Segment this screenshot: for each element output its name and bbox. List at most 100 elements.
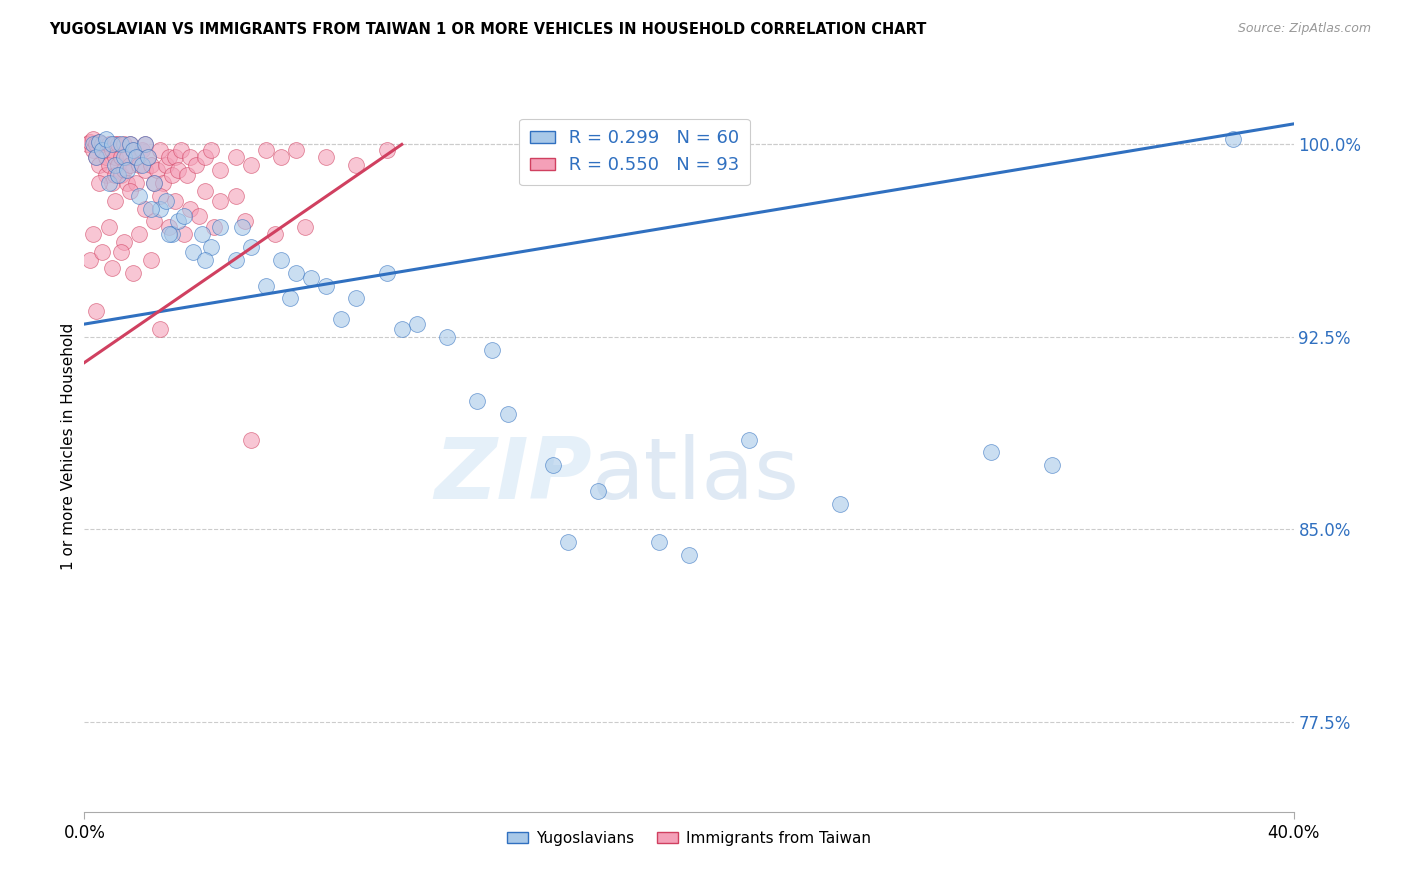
- Text: atlas: atlas: [592, 434, 800, 516]
- Point: [134, 137, 156, 152]
- Point: [118, 137, 141, 152]
- Point: [131, 143, 153, 157]
- Point: [110, 245, 132, 260]
- Point: [97, 137, 120, 152]
- Point: [139, 202, 162, 216]
- Point: [481, 343, 503, 357]
- Point: [142, 214, 165, 228]
- Point: [118, 158, 141, 172]
- Point: [112, 137, 135, 152]
- Point: [254, 278, 277, 293]
- Point: [112, 235, 135, 249]
- Point: [110, 150, 132, 164]
- Point: [167, 163, 190, 178]
- Point: [89, 135, 111, 149]
- Point: [100, 260, 122, 275]
- Legend: Yugoslavians, Immigrants from Taiwan: Yugoslavians, Immigrants from Taiwan: [501, 824, 877, 852]
- Point: [263, 227, 285, 242]
- Point: [121, 266, 143, 280]
- Point: [115, 176, 138, 190]
- Point: [91, 137, 114, 152]
- Point: [346, 158, 368, 172]
- Point: [86, 304, 108, 318]
- Point: [179, 202, 201, 216]
- Point: [239, 158, 262, 172]
- Point: [107, 137, 129, 152]
- Point: [176, 168, 198, 182]
- Point: [149, 188, 172, 202]
- Point: [209, 163, 232, 178]
- Point: [104, 194, 127, 208]
- Point: [239, 433, 262, 447]
- Point: [112, 150, 135, 164]
- Point: [496, 407, 519, 421]
- Point: [131, 158, 153, 172]
- Point: [128, 227, 150, 242]
- Point: [588, 483, 610, 498]
- Point: [97, 176, 120, 190]
- Point: [375, 143, 398, 157]
- Point: [155, 158, 177, 172]
- Point: [104, 168, 127, 182]
- Point: [194, 150, 217, 164]
- Point: [82, 137, 104, 152]
- Point: [980, 445, 1002, 459]
- Point: [165, 150, 187, 164]
- Point: [149, 143, 172, 157]
- Point: [89, 135, 111, 149]
- Point: [97, 158, 120, 172]
- Point: [191, 227, 214, 242]
- Point: [125, 150, 148, 164]
- Point: [112, 163, 135, 178]
- Point: [125, 150, 148, 164]
- Point: [294, 219, 316, 234]
- Point: [200, 143, 222, 157]
- Point: [436, 330, 458, 344]
- Point: [1222, 132, 1244, 146]
- Point: [86, 150, 108, 164]
- Point: [391, 322, 413, 336]
- Point: [315, 150, 337, 164]
- Point: [678, 548, 700, 562]
- Point: [285, 143, 308, 157]
- Point: [155, 194, 177, 208]
- Point: [541, 458, 564, 473]
- Point: [128, 158, 150, 172]
- Point: [179, 150, 201, 164]
- Point: [94, 150, 117, 164]
- Point: [173, 227, 195, 242]
- Y-axis label: 1 or more Vehicles in Household: 1 or more Vehicles in Household: [60, 322, 76, 570]
- Point: [209, 194, 232, 208]
- Point: [82, 143, 104, 157]
- Point: [91, 143, 114, 157]
- Point: [186, 158, 208, 172]
- Point: [79, 252, 101, 267]
- Point: [1040, 458, 1063, 473]
- Point: [115, 150, 138, 164]
- Point: [79, 135, 101, 149]
- Point: [86, 150, 108, 164]
- Point: [557, 535, 579, 549]
- Point: [149, 202, 172, 216]
- Point: [173, 209, 195, 223]
- Point: [86, 137, 108, 152]
- Point: [91, 245, 114, 260]
- Point: [97, 219, 120, 234]
- Point: [157, 227, 180, 242]
- Point: [107, 168, 129, 182]
- Point: [194, 252, 217, 267]
- Point: [254, 143, 277, 157]
- Point: [830, 497, 852, 511]
- Point: [107, 158, 129, 172]
- Point: [165, 194, 187, 208]
- Text: YUGOSLAVIAN VS IMMIGRANTS FROM TAIWAN 1 OR MORE VEHICLES IN HOUSEHOLD CORRELATIO: YUGOSLAVIAN VS IMMIGRANTS FROM TAIWAN 1 …: [49, 22, 927, 37]
- Point: [160, 168, 183, 182]
- Point: [285, 266, 308, 280]
- Point: [375, 266, 398, 280]
- Point: [121, 143, 143, 157]
- Point: [139, 252, 162, 267]
- Point: [200, 240, 222, 254]
- Point: [270, 150, 292, 164]
- Point: [346, 292, 368, 306]
- Point: [270, 252, 292, 267]
